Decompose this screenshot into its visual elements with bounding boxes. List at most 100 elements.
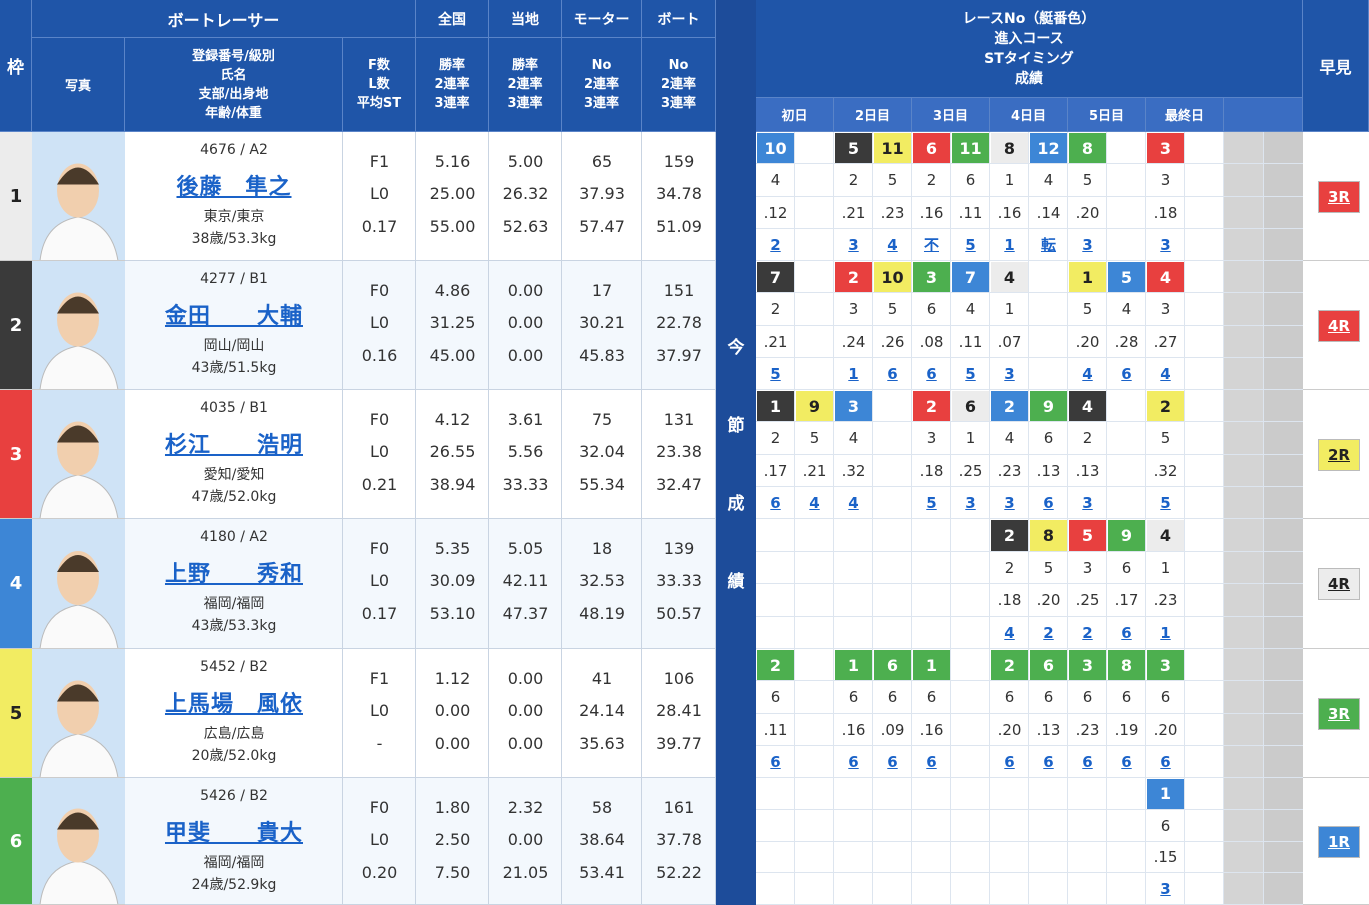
race-result[interactable]: 6 [1004, 752, 1015, 771]
race-result[interactable]: 6 [887, 364, 898, 383]
race-grid-cell [1264, 325, 1304, 358]
race-result[interactable]: 3 [1160, 235, 1171, 254]
race-grid-cell [1029, 778, 1068, 810]
race-grid-cell [756, 454, 795, 487]
hayami-link[interactable]: 3R [1318, 180, 1360, 213]
race-result[interactable]: 4 [848, 493, 859, 512]
race-result[interactable]: 6 [1121, 364, 1132, 383]
race-no: 3 [1147, 650, 1184, 681]
fl-cell [343, 519, 416, 649]
race-course: 6 [1043, 688, 1054, 707]
race-no: 6 [913, 133, 950, 164]
race-result[interactable]: 不 [923, 236, 939, 255]
rider-name[interactable]: 上野 秀和 [164, 562, 303, 587]
race-result[interactable]: 1 [848, 364, 859, 383]
race-result[interactable]: 3 [1160, 880, 1171, 899]
race-result[interactable]: 6 [926, 752, 937, 771]
rider-name[interactable]: 甲斐 貴大 [164, 821, 303, 846]
race-result[interactable]: 6 [887, 752, 898, 771]
name-header-line: 氏名 [220, 67, 247, 83]
race-no: 9 [1108, 520, 1145, 551]
race-course: 3 [1160, 171, 1171, 190]
rider-age: 38歳/53.3kg [191, 231, 277, 247]
race-grid-cell [1029, 841, 1068, 874]
national-value: 7.50 [434, 862, 471, 882]
race-grid-cell [1224, 196, 1264, 229]
race-result[interactable]: 2 [1082, 623, 1093, 642]
race-result[interactable]: 6 [1160, 752, 1171, 771]
race-result[interactable]: 2 [770, 235, 781, 254]
motor-cell [562, 778, 642, 905]
race-result[interactable]: 1 [1004, 235, 1015, 254]
race-grid-cell [951, 649, 990, 682]
race-grid-cell [912, 422, 951, 455]
race-grid-cell [1185, 422, 1224, 455]
race-result[interactable]: 6 [1082, 752, 1093, 771]
race-result[interactable]: 2 [1043, 623, 1054, 642]
race-result[interactable]: 3 [1082, 235, 1093, 254]
race-grid-cell [990, 551, 1029, 584]
rider-name[interactable]: 上馬場 風依 [164, 692, 303, 717]
hayami-link[interactable]: 4R [1318, 568, 1360, 600]
side-char: 成 [727, 494, 745, 514]
race-grid-cell [990, 164, 1029, 197]
hayami-link[interactable]: 2R [1318, 438, 1360, 471]
race-result[interactable]: 4 [1160, 364, 1171, 383]
day-header: 最終日 [1146, 98, 1224, 132]
race-result[interactable]: 3 [1082, 493, 1093, 512]
race-result[interactable]: 5 [1160, 493, 1171, 512]
race-result[interactable]: 4 [1082, 364, 1093, 383]
fl-header: F数 L数 平均ST [343, 38, 416, 132]
race-result[interactable]: 4 [887, 235, 898, 254]
race-result[interactable]: 6 [770, 752, 781, 771]
race-grid-cell [873, 228, 912, 261]
local-value: 33.33 [502, 474, 549, 494]
rider-id: 4676 / A2 [200, 142, 268, 158]
race-st: .13 [1036, 461, 1061, 480]
race-grid-cell [1264, 261, 1304, 294]
no-header-line: No [668, 58, 689, 73]
rider-name[interactable]: 杉江 浩明 [164, 433, 303, 458]
race-result[interactable]: 3 [1004, 364, 1015, 383]
race-grid-cell [1185, 873, 1224, 905]
race-result[interactable]: 5 [770, 364, 781, 383]
no-header-line: No [591, 58, 612, 73]
race-result[interactable]: 6 [1043, 752, 1054, 771]
race-grid-cell [951, 196, 990, 229]
race-result[interactable]: 6 [926, 364, 937, 383]
race-result[interactable]: 6 [1043, 493, 1054, 512]
race-result[interactable]: 5 [965, 364, 976, 383]
race-grid-cell [1264, 293, 1304, 326]
race-grid-cell [990, 293, 1029, 326]
local-value: 0.00 [507, 701, 544, 720]
race-result[interactable]: 6 [1121, 623, 1132, 642]
race-course: 6 [1082, 688, 1093, 707]
race-grid-cell [1068, 325, 1107, 358]
hayami-link[interactable]: 3R [1318, 697, 1360, 730]
race-grid-cell [1068, 584, 1107, 617]
race-result[interactable]: 5 [926, 493, 937, 512]
hayami-link[interactable]: 4R [1318, 309, 1360, 342]
race-result[interactable]: 3 [1004, 493, 1015, 512]
race-st: .20 [1075, 332, 1100, 351]
race-result[interactable]: 6 [1121, 752, 1132, 771]
race-grid-cell [1224, 745, 1264, 778]
race-grid-cell [990, 228, 1029, 261]
race-result[interactable]: 4 [809, 493, 820, 512]
race-result[interactable]: 6 [770, 493, 781, 512]
hayami-link[interactable]: 1R [1318, 825, 1360, 858]
rider-name[interactable]: 金田 大輔 [164, 304, 303, 329]
race-result[interactable]: 5 [965, 235, 976, 254]
race-st: .20 [997, 720, 1022, 739]
race-result[interactable]: 6 [848, 752, 859, 771]
race-grid-cell [756, 486, 795, 519]
race-result[interactable]: 1 [1160, 623, 1171, 642]
race-course: 2 [770, 300, 781, 319]
race-result[interactable]: 転 [1040, 236, 1056, 255]
race-result[interactable]: 4 [1004, 623, 1015, 642]
race-result[interactable]: 3 [848, 235, 859, 254]
day-header: 初日 [756, 98, 834, 132]
rider-name[interactable]: 後藤 隼之 [176, 175, 292, 200]
national-value: 1.80 [434, 797, 471, 817]
race-result[interactable]: 3 [965, 493, 976, 512]
